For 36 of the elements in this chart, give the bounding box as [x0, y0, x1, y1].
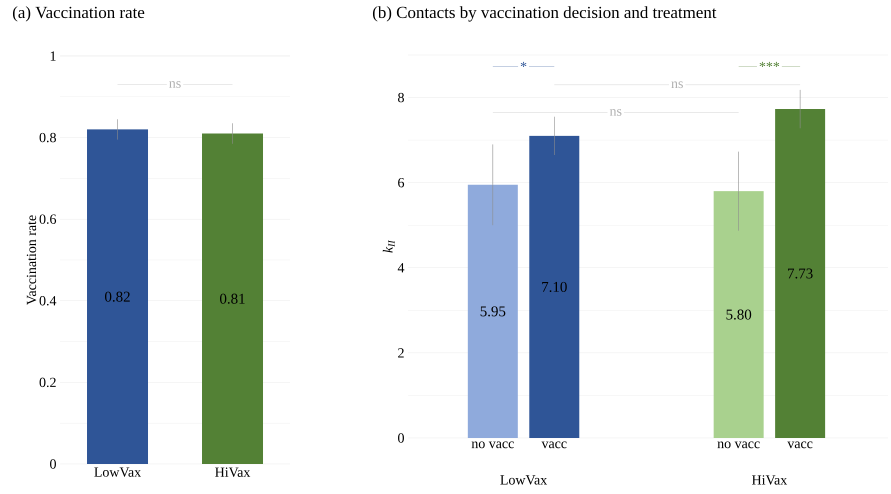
- x-tick-label: no vacc: [472, 442, 514, 448]
- y-tick-label: 6: [398, 178, 404, 188]
- y-tick-label: 1: [50, 51, 56, 61]
- annotation: ns: [169, 81, 181, 88]
- bar: [468, 184, 518, 438]
- annotation: ns: [610, 109, 622, 116]
- y-tick-label: 0: [398, 433, 404, 443]
- x-tick-label: vacc: [787, 442, 812, 448]
- y-tick-label: 0.6: [40, 214, 56, 224]
- y-tick-label: 0.8: [40, 132, 56, 142]
- y-tick-label: 2: [398, 348, 404, 358]
- annotation: *: [520, 62, 526, 68]
- data-label: 0.82: [104, 292, 130, 302]
- chart-title: (b) Contacts by vaccination decision and treatment: [372, 6, 716, 22]
- y-tick-label: 4: [398, 263, 404, 272]
- x-tick-label: vacc: [542, 442, 567, 448]
- text: k$_{II}$: [382, 240, 395, 253]
- bar: [529, 136, 580, 438]
- bar: [714, 191, 764, 438]
- x-tick-label: no vacc: [717, 442, 760, 448]
- bar: [775, 109, 826, 438]
- text: HiVax: [752, 475, 788, 485]
- data-label: 5.80: [726, 310, 752, 320]
- data-label: 7.73: [788, 268, 813, 279]
- chart-title: (a) Vaccination rate: [12, 6, 144, 22]
- y-tick-label: 0: [50, 459, 56, 469]
- data-label: 5.95: [480, 306, 506, 316]
- annotation: ns: [671, 81, 683, 88]
- data-label: 0.81: [220, 294, 245, 304]
- y-tick-label: 0.2: [40, 378, 56, 388]
- y-tick-label: 8: [398, 92, 404, 102]
- data-label: 7.10: [542, 282, 567, 292]
- annotation: ***: [760, 62, 780, 68]
- text: LowVax: [500, 475, 548, 485]
- y-axis-title: Vaccination rate: [26, 215, 36, 305]
- y-tick-label: 0.4: [40, 296, 56, 306]
